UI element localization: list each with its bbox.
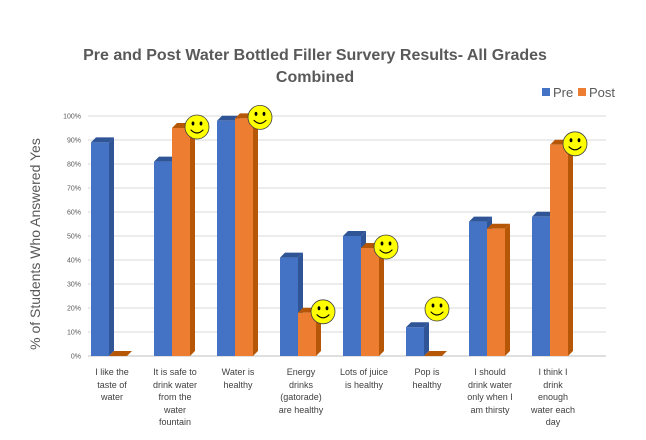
x-category-label-line: day <box>545 417 561 427</box>
smiley-face-icon <box>184 114 210 140</box>
bar-top-pre <box>91 137 114 143</box>
x-category-label-line: are healthy <box>278 404 324 415</box>
bar-pre <box>343 236 361 356</box>
legend-label-post: Post <box>589 85 615 100</box>
legend-swatch-pre <box>542 88 550 96</box>
x-category-label: I should drink water only when I am thirsty <box>458 366 522 416</box>
y-tick-label: 90% <box>67 138 81 145</box>
x-category-label-line: (gatorade) <box>280 392 322 402</box>
bar-pre <box>91 142 109 356</box>
y-tick-label: 40% <box>67 258 81 265</box>
x-category-label-line: is healthy <box>344 379 384 390</box>
bar-top-pre <box>154 156 177 162</box>
y-tick-label: 80% <box>67 162 81 169</box>
bar-post <box>109 351 132 356</box>
x-category-label-line: drink water <box>152 379 197 390</box>
bar-post <box>298 312 316 356</box>
legend: Pre Post <box>542 85 615 100</box>
x-category-label-line: water <box>163 404 186 415</box>
smiley-face-icon <box>373 234 399 260</box>
bar-post <box>172 128 190 356</box>
y-tick-label: 0% <box>71 354 81 361</box>
y-tick-label: 70% <box>67 186 81 193</box>
x-category-label: Water is healthy <box>206 366 270 391</box>
bar-top-pre <box>406 322 429 328</box>
y-tick-label: 10% <box>67 330 81 337</box>
y-tick-label: 60% <box>67 210 81 217</box>
bar-pre <box>154 161 172 356</box>
bar-post <box>487 228 505 356</box>
x-category-label-line: fountain <box>158 417 192 427</box>
x-category-label: Energy drinks (gatorade) are healthy <box>269 366 333 416</box>
bar-side-post <box>253 113 258 357</box>
x-category-label: I like the taste of water <box>80 366 144 404</box>
bar-top-pre <box>343 231 366 236</box>
x-category-label-line: taste of <box>97 379 127 390</box>
y-tick-label: 50% <box>67 234 81 241</box>
bar-side-pre <box>109 137 114 356</box>
annotations <box>184 105 588 325</box>
bar-side-pre <box>424 322 429 356</box>
x-category-label-line: water <box>100 392 123 402</box>
smiley-face-icon <box>310 299 336 325</box>
x-category-label-line: healthy <box>223 379 253 390</box>
bar-top-pre <box>532 211 555 217</box>
bar-pre <box>406 327 424 356</box>
legend-label-pre: Pre <box>553 85 573 100</box>
y-tick-label: 30% <box>67 282 81 289</box>
bars <box>91 113 573 357</box>
bar-post <box>550 144 568 356</box>
x-category-label-line: from the <box>158 392 192 402</box>
x-category-label-line: I should <box>474 367 506 377</box>
bar-post <box>424 351 447 356</box>
bar-top-pre <box>280 252 303 258</box>
bar-pre <box>280 257 298 356</box>
x-category-label-line: Energy <box>286 367 316 377</box>
x-category-label-line: Water is <box>221 367 255 377</box>
x-category-label-line: drink <box>543 379 563 390</box>
bar-top-pre <box>469 216 492 222</box>
legend-swatch-post <box>578 88 586 96</box>
x-category-label-line: am thirsty <box>470 404 510 415</box>
x-category-label-line: enough <box>537 392 569 402</box>
chart-title-line-1: Pre and Post Water Bottled Filler Surver… <box>83 47 547 64</box>
x-category-label-line: drink water <box>467 379 512 390</box>
x-category-label-line: It is safe to <box>153 367 197 377</box>
x-category-label-line: water each <box>530 404 576 415</box>
bar-top-pre <box>217 115 240 121</box>
smiley-face-icon <box>562 131 588 157</box>
bar-side-post <box>505 223 510 356</box>
x-category-label-line: I think I <box>538 367 568 377</box>
x-category-label-line: only when I <box>467 392 513 402</box>
x-category-label: I think I drink enough water each day <box>521 366 585 429</box>
x-category-label-line: drinks <box>288 379 313 390</box>
x-category-label-line: healthy <box>412 379 442 390</box>
bar-side-post <box>568 139 573 356</box>
x-category-label: Lots of juice is healthy <box>332 366 396 391</box>
x-category-label-line: I like the <box>95 367 129 377</box>
y-tick-label: 20% <box>67 306 81 313</box>
bar-pre <box>217 120 235 356</box>
bar-pre <box>469 221 487 356</box>
bar-post <box>235 118 253 357</box>
bar-side-post <box>190 123 195 356</box>
bar-top-post <box>487 223 510 229</box>
bar-pre <box>532 216 550 356</box>
x-category-label: Pop is healthy <box>395 366 459 391</box>
y-tick-label: 100% <box>63 114 81 121</box>
bar-post <box>361 248 379 356</box>
smiley-face-icon <box>424 296 450 322</box>
smiley-face-icon <box>247 105 273 130</box>
bar-side-post <box>379 243 384 356</box>
y-axis-ticks: 0% 10% 20% 30% 40% 50% 60% 70% 80% 90% 100% <box>63 114 81 361</box>
y-axis-label: % of Students Who Answered Yes <box>27 138 43 350</box>
x-category-label-line: Lots of juice <box>339 367 389 377</box>
x-category-label-line: Pop is <box>414 367 440 377</box>
chart-title-line-2: Combined <box>276 69 354 86</box>
x-category-label: It is safe to drink water from the water fou… <box>143 366 207 429</box>
